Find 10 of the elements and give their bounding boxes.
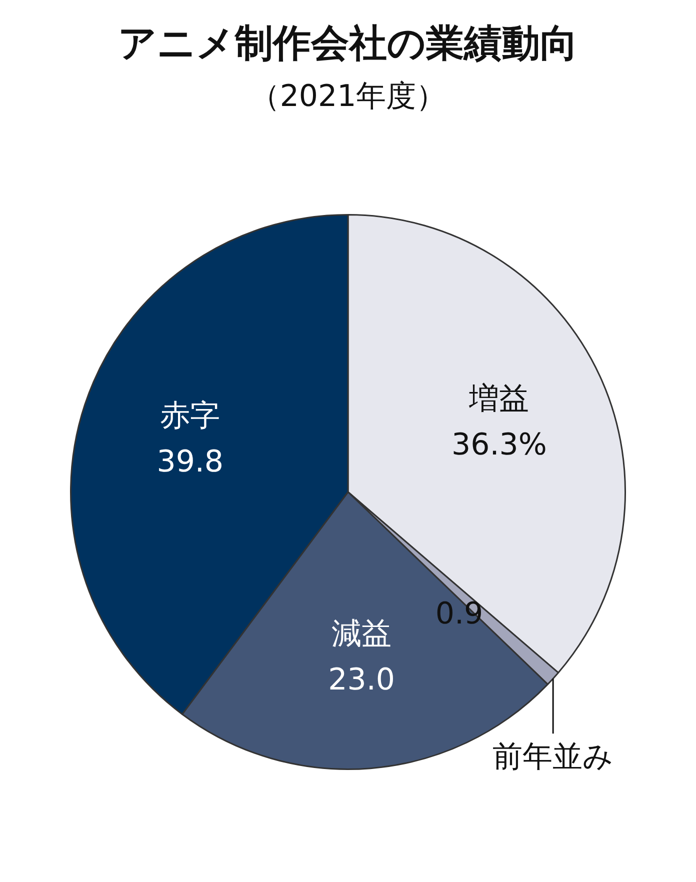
- chart-subtitle: （2021年度）: [248, 78, 448, 116]
- data-label: 0.9: [435, 596, 484, 632]
- slice-label: 前年並み: [492, 739, 614, 774]
- slice-label: 増益: [468, 381, 530, 416]
- chart-title: アニメ制作会社の業績動向: [117, 20, 579, 67]
- data-label: 23.0: [328, 662, 395, 698]
- data-label: 36.3%: [452, 427, 547, 462]
- slice-label: 赤字: [160, 398, 220, 434]
- slice-label: 減益: [332, 616, 392, 652]
- data-label: 39.8: [156, 444, 224, 480]
